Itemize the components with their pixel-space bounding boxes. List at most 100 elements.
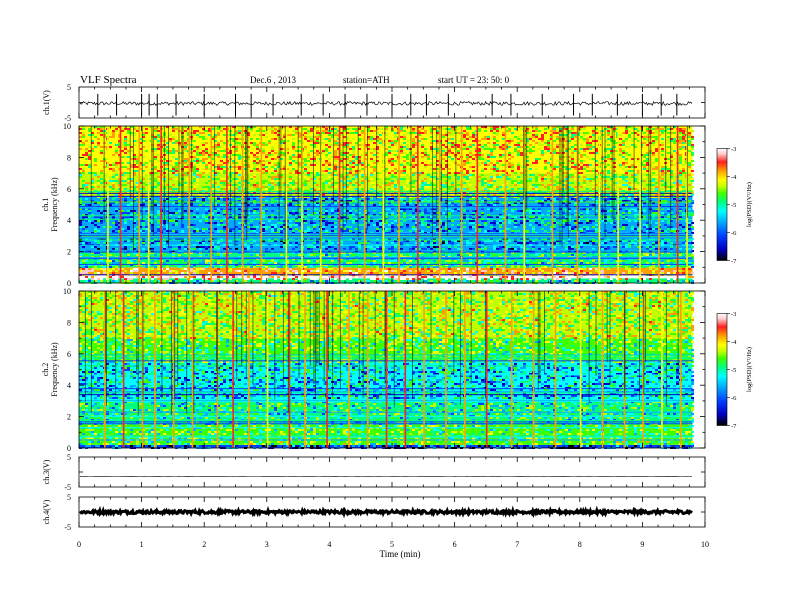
spectral-cell: [295, 126, 298, 128]
spectral-cell: [358, 164, 361, 166]
spectral-cell: [337, 130, 340, 132]
spectral-cell: [361, 154, 364, 156]
spectral-cell: [265, 172, 268, 174]
spectral-cell: [652, 170, 655, 172]
spectral-cell: [469, 144, 472, 146]
spectral-cell: [631, 148, 634, 150]
spectral-cell: [691, 210, 694, 212]
spectral-cell: [652, 144, 655, 146]
spectral-cell: [400, 156, 403, 158]
spectral-cell: [415, 144, 418, 146]
spectral-cell: [346, 152, 349, 154]
spectral-cell: [451, 198, 454, 200]
spectral-cell: [670, 164, 673, 166]
spectral-cell: [670, 154, 673, 156]
spectral-cell: [571, 154, 574, 156]
spectral-cell: [208, 152, 211, 154]
spectral-cell: [166, 164, 169, 166]
spectral-cell: [487, 136, 490, 138]
spectral-cell: [451, 126, 454, 128]
spectral-cell: [307, 188, 310, 190]
spectral-cell: [250, 210, 253, 212]
spectral-cell: [373, 150, 376, 152]
spectral-cell: [628, 130, 631, 132]
spectral-cell: [97, 126, 100, 128]
spectral-cell: [559, 138, 562, 140]
spectral-cell: [193, 134, 196, 136]
spectral-cell: [532, 130, 535, 132]
spectral-cell: [85, 152, 88, 154]
spectral-cell: [586, 198, 589, 200]
spectral-cell: [682, 130, 685, 132]
spectral-cell: [667, 210, 670, 212]
spectral-cell: [520, 128, 523, 130]
spectral-cell: [193, 178, 196, 180]
spectral-cell: [643, 166, 646, 168]
spectral-cell: [457, 140, 460, 142]
spectral-cell: [118, 128, 121, 130]
spectral-cell: [325, 156, 328, 158]
spectral-cell: [130, 134, 133, 136]
spectral-cell: [196, 168, 199, 170]
spectral-cell: [451, 184, 454, 186]
spectral-cell: [352, 204, 355, 206]
spectral-cell: [223, 212, 226, 214]
spectral-cell: [307, 156, 310, 158]
spectral-cell: [619, 150, 622, 152]
spectral-cell: [328, 132, 331, 134]
spectral-cell: [247, 156, 250, 158]
spectral-cell: [82, 126, 85, 128]
spectral-cell: [169, 188, 172, 190]
spectral-cell: [322, 164, 325, 166]
spectral-cell: [634, 154, 637, 156]
spectral-cell: [355, 156, 358, 158]
spectral-cell: [457, 154, 460, 156]
spectral-cell: [187, 138, 190, 140]
spectral-cell: [394, 188, 397, 190]
spectral-cell: [451, 134, 454, 136]
spectral-cell: [232, 146, 235, 148]
spectral-cell: [691, 130, 694, 132]
spectral-cell: [478, 182, 481, 184]
spectral-cell: [340, 180, 343, 182]
spectral-cell: [541, 128, 544, 130]
spectral-cell: [406, 180, 409, 182]
spectral-cell: [172, 140, 175, 142]
spectral-cell: [421, 188, 424, 190]
spectral-cell: [277, 154, 280, 156]
spectral-cell: [667, 180, 670, 182]
spectral-cell: [235, 138, 238, 140]
spectral-cell: [493, 204, 496, 206]
spectral-cell: [553, 168, 556, 170]
spectral-cell: [262, 180, 265, 182]
spectral-cell: [220, 148, 223, 150]
spectral-cell: [634, 158, 637, 160]
spectral-cell: [181, 146, 184, 148]
spectral-cell: [370, 158, 373, 160]
spectral-cell: [643, 138, 646, 140]
spectral-cell: [505, 148, 508, 150]
spectral-cell: [289, 172, 292, 174]
spectral-cell: [313, 142, 316, 144]
spectral-cell: [412, 198, 415, 200]
spectral-cell: [256, 146, 259, 148]
spectral-cell: [478, 152, 481, 154]
spectral-cell: [262, 212, 265, 214]
spectral-cell: [295, 146, 298, 148]
spectral-cell: [265, 160, 268, 162]
spectral-cell: [511, 126, 514, 128]
spectral-cell: [403, 160, 406, 162]
spectral-cell: [619, 152, 622, 154]
spectral-cell: [277, 140, 280, 142]
spectral-cell: [583, 182, 586, 184]
spectral-cell: [493, 138, 496, 140]
spectral-cell: [88, 166, 91, 168]
spectral-cell: [679, 148, 682, 150]
spectral-cell: [646, 126, 649, 128]
spectral-cell: [586, 170, 589, 172]
spectral-cell: [238, 186, 241, 188]
spectral-cell: [580, 144, 583, 146]
spectral-cell: [484, 138, 487, 140]
spectral-cell: [277, 158, 280, 160]
spectral-cell: [679, 130, 682, 132]
